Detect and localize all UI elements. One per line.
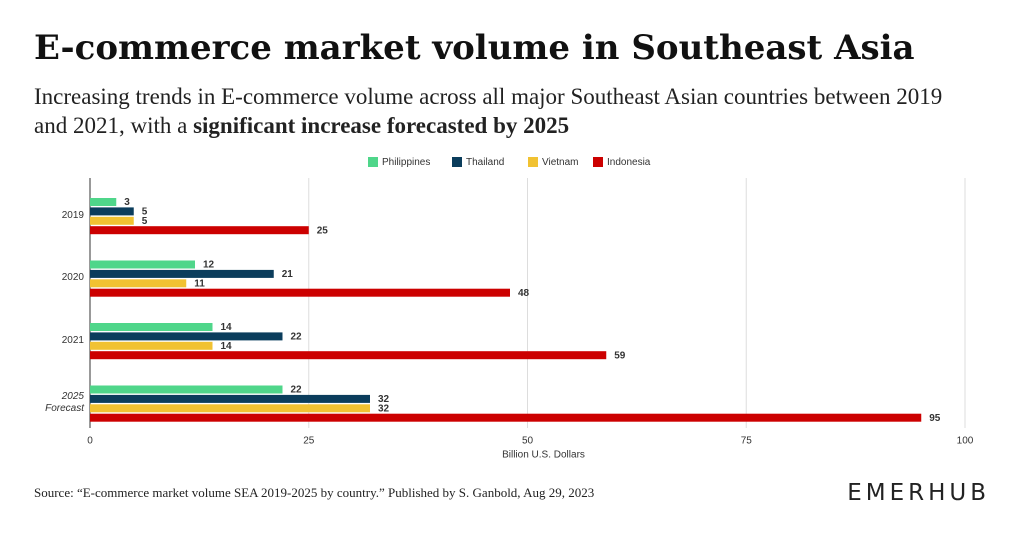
value-label: 32 <box>378 403 390 414</box>
subtitle-text: Increasing trends in E-commerce volume a… <box>34 84 943 138</box>
bar <box>90 332 283 341</box>
value-label: 5 <box>142 216 148 227</box>
x-tick-label: 75 <box>741 436 753 447</box>
x-tick-label: 100 <box>957 436 974 447</box>
value-label: 14 <box>221 341 233 352</box>
y-tick-label: 2021 <box>61 334 84 346</box>
subtitle-emphasis: significant increase forecasted by 2025 <box>193 113 570 138</box>
value-label: 21 <box>282 269 294 280</box>
value-label: 12 <box>203 260 215 271</box>
bar <box>90 260 195 269</box>
bar <box>90 198 117 206</box>
legend-swatch <box>452 157 462 167</box>
x-tick-label: 50 <box>522 436 534 447</box>
bar <box>90 288 510 297</box>
value-label: 22 <box>291 332 303 343</box>
value-label: 48 <box>518 288 530 299</box>
value-label: 11 <box>194 278 205 289</box>
bar <box>90 404 370 413</box>
x-axis-label: Billion U.S. Dollars <box>502 450 585 461</box>
y-tick-label: 2025 Forecast <box>45 391 84 415</box>
legend-label: Thailand <box>466 157 504 168</box>
x-tick-label: 0 <box>87 436 93 447</box>
bar <box>90 394 370 403</box>
value-label: 25 <box>317 225 329 236</box>
bar <box>90 279 187 288</box>
value-label: 3 <box>124 197 130 208</box>
y-tick-label: 2020 <box>61 272 84 284</box>
bar <box>90 385 283 394</box>
legend-swatch <box>368 157 378 167</box>
value-label: 5 <box>142 207 148 218</box>
legend-label: Vietnam <box>542 157 579 168</box>
bar <box>90 413 922 422</box>
bar <box>90 323 213 331</box>
x-tick-label: 25 <box>303 436 315 447</box>
bar <box>90 207 134 216</box>
value-label: 32 <box>378 394 390 405</box>
source: Source: “E-commerce market volume SEA 20… <box>34 485 595 500</box>
y-tick-label: 2019 <box>61 209 84 221</box>
bar <box>90 341 213 350</box>
bar <box>90 216 134 225</box>
value-label: 14 <box>221 322 233 333</box>
legend-label: Philippines <box>382 157 430 168</box>
logo: EMERHUB <box>847 480 990 506</box>
title: E-commerce market volume in Southeast As… <box>34 28 915 68</box>
legend-swatch <box>593 157 603 167</box>
bar <box>90 226 309 235</box>
bar <box>90 351 607 360</box>
subtitle: Increasing trends in E-commerce volume a… <box>34 82 964 140</box>
legend-label: Indonesia <box>607 157 651 168</box>
legend-swatch <box>528 157 538 167</box>
value-label: 95 <box>929 413 941 424</box>
value-label: 22 <box>291 385 303 396</box>
bar <box>90 269 274 278</box>
value-label: 59 <box>614 350 626 361</box>
